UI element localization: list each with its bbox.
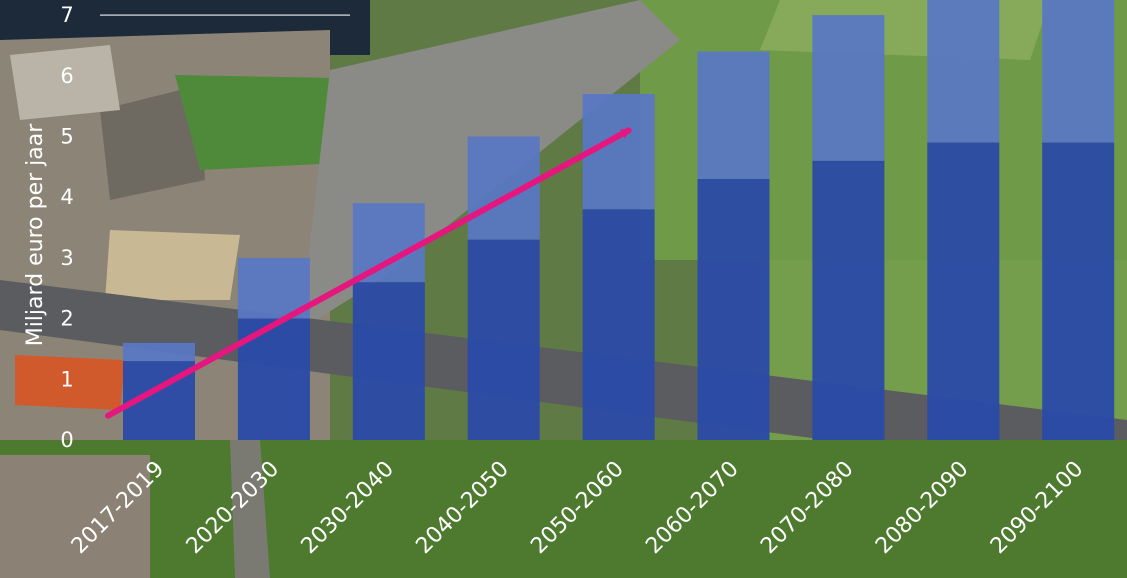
bar-upper-segment (1042, 0, 1115, 143)
x-tick-label: 2090-2100 (986, 457, 1088, 559)
x-tick-label: 2080-2090 (871, 457, 973, 559)
y-tick-label: 3 (60, 246, 73, 270)
y-axis-label: Miljard euro per jaar (23, 123, 48, 347)
x-axis: 2017-2019 2020-2030 2030-2040 2040-2050 2050… (67, 457, 1089, 559)
bar-upper-segment (812, 15, 885, 161)
y-tick-label: 5 (60, 125, 73, 149)
bar-lower-segment (1042, 142, 1115, 440)
bars (123, 0, 1115, 441)
bar-upper-segment (927, 0, 1000, 143)
x-tick-label: 2060-2070 (641, 457, 743, 559)
bar-lower-segment (582, 209, 655, 440)
trend-arrow-group (105, 127, 632, 419)
bar-upper-segment (697, 51, 770, 179)
y-tick-label: 0 (60, 428, 73, 452)
x-tick-label: 2017-2019 (67, 457, 169, 559)
bar-lower-segment (352, 282, 425, 440)
bar-lower-segment (812, 160, 885, 440)
x-tick-label: 2020-2030 (182, 457, 284, 559)
y-tick-label: 6 (60, 64, 73, 88)
bar-lower-segment (927, 142, 1000, 440)
bar-upper-segment (123, 342, 195, 362)
trend-arrow (105, 127, 632, 419)
y-tick-label: 7 (60, 3, 73, 27)
bar-lower-segment (697, 178, 770, 441)
x-tick-label: 2050-2060 (526, 457, 628, 559)
x-tick-label: 2030-2040 (297, 457, 399, 559)
y-tick-label: 1 (60, 367, 73, 391)
y-tick-label: 4 (60, 185, 73, 209)
bar-lower-segment (467, 239, 540, 440)
y-tick-label: 2 (60, 307, 73, 331)
y-axis: 0 1 2 3 4 5 6 7 (60, 3, 350, 452)
x-tick-label: 2070-2080 (756, 457, 858, 559)
x-tick-label: 2040-2050 (411, 457, 513, 559)
bar-upper-segment (352, 203, 425, 283)
